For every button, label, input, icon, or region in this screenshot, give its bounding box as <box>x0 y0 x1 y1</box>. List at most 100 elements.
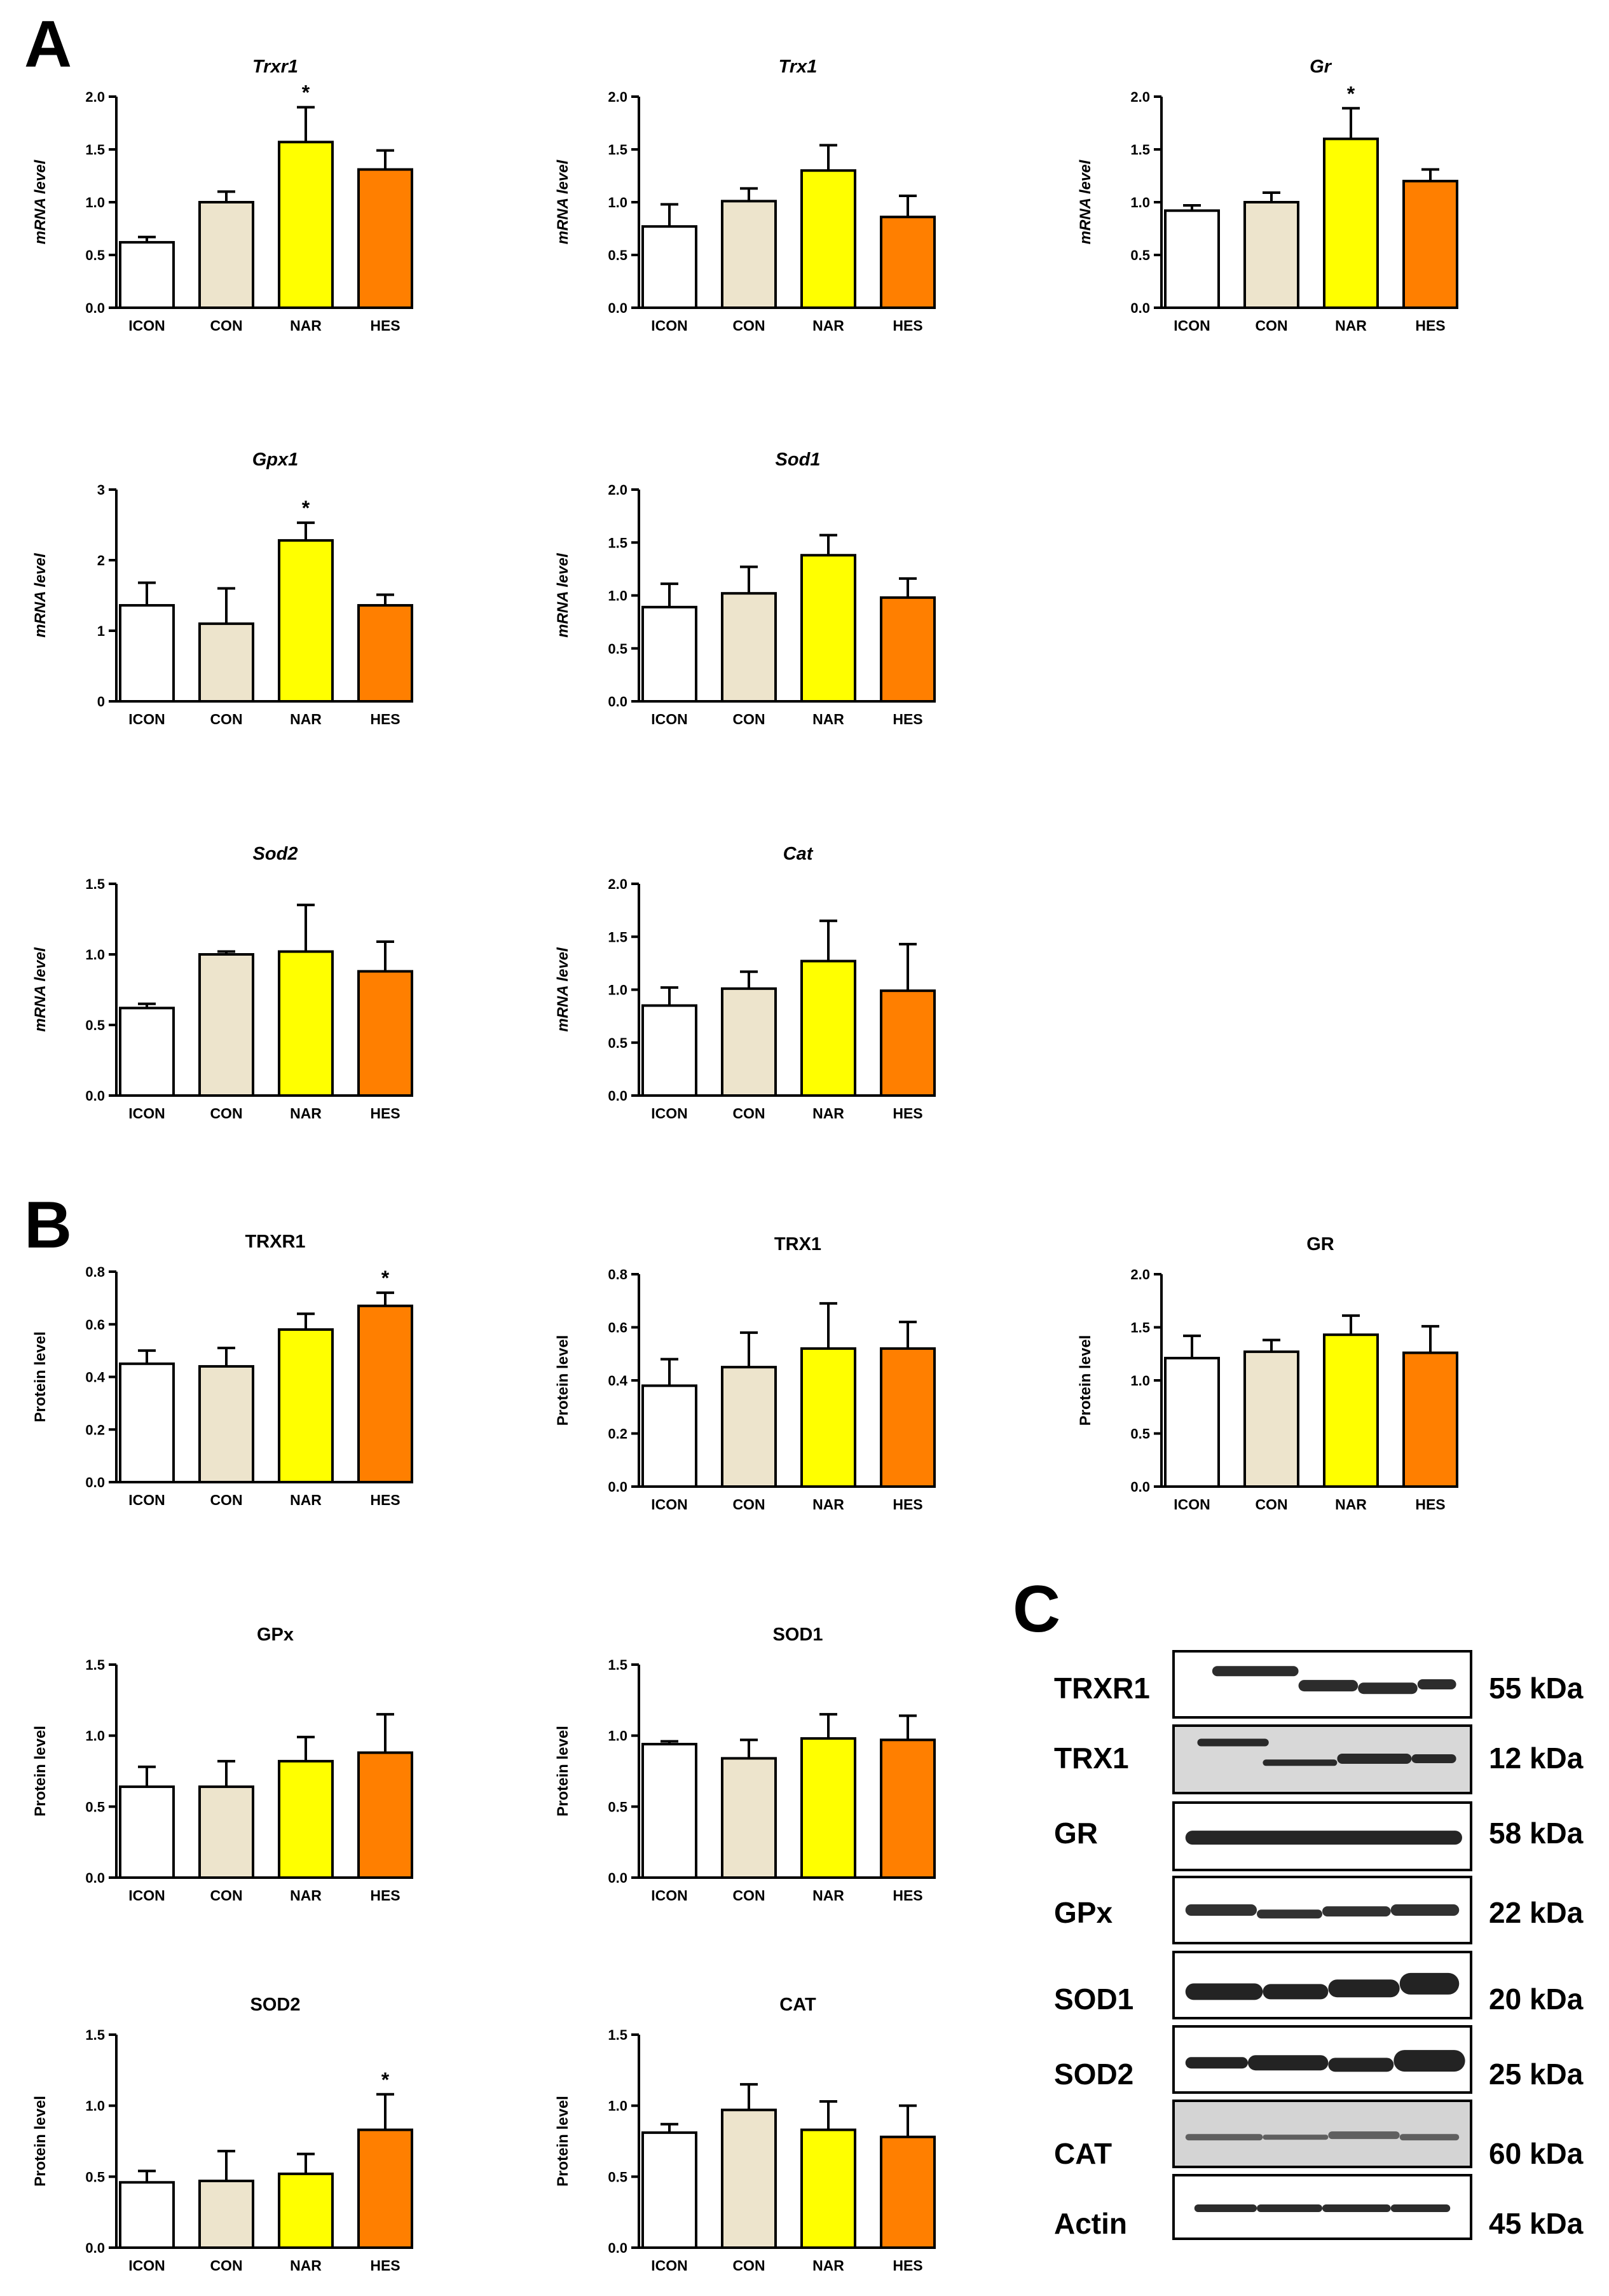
blot-protein-label: SOD1 <box>1054 1983 1133 2016</box>
blot-row: Actin 45 kDa <box>1054 2174 1584 2240</box>
y-axis-label: Protein level <box>32 2096 49 2187</box>
x-tick-label: HES <box>893 1887 922 1904</box>
y-tick-label: 0.4 <box>85 1370 105 1385</box>
bar-chart: TRX1 Protein level 0.0 0.2 0.4 0.6 0.8 ICON CON N… <box>554 1234 936 1513</box>
y-tick-label: 2.0 <box>1130 89 1150 105</box>
blot-kda-label: 22 kDa <box>1489 1896 1584 1929</box>
blot-protein-label: SOD2 <box>1054 2058 1133 2091</box>
x-tick-label: CON <box>732 2257 765 2274</box>
bar-hes <box>880 216 936 309</box>
x-tick-label: HES <box>370 2257 400 2274</box>
y-tick-label: 1.0 <box>608 195 627 210</box>
blot-band <box>1390 1904 1460 1916</box>
bar-chart: SOD1 Protein level 0.0 0.5 1.0 1.5 ICON CON NAR H… <box>554 1625 936 1904</box>
x-tick-label: NAR <box>812 317 844 334</box>
blot-band <box>1328 2058 1394 2072</box>
blot-band <box>1257 1909 1322 1919</box>
y-tick-label: 0.0 <box>85 1088 105 1104</box>
bar-con <box>198 1365 254 1483</box>
y-tick-label: 0.5 <box>1130 1426 1150 1442</box>
blot-band <box>1185 1983 1263 2000</box>
y-tick-label: 0.0 <box>608 1479 627 1495</box>
panel-label-c: C <box>1013 1572 1060 1646</box>
blot-band <box>1298 1680 1359 1692</box>
chart-title: GR <box>1306 1234 1334 1255</box>
x-tick-label: CON <box>210 1492 242 1508</box>
y-tick-label: 2.0 <box>608 876 627 892</box>
y-tick-label: 0.5 <box>85 247 105 263</box>
y-tick-label: 2.0 <box>608 482 627 498</box>
chart-title: Gr <box>1310 57 1332 77</box>
y-tick-label: 0.5 <box>85 1017 105 1033</box>
y-axis-label: mRNA level <box>554 947 572 1032</box>
blot-band <box>1263 2134 1329 2140</box>
bar-chart: Gr mRNA level 0.0 0.5 1.0 1.5 2.0 ICON CON NAR * HE… <box>1077 57 1458 334</box>
bar-icon <box>119 1362 175 1483</box>
bar-con <box>198 201 254 309</box>
y-tick-label: 0.5 <box>608 2169 627 2185</box>
y-tick-label: 0.0 <box>608 1870 627 1886</box>
y-tick-label: 2.0 <box>1130 1267 1150 1282</box>
chart-title: SOD1 <box>773 1625 823 1645</box>
x-tick-label: ICON <box>651 1887 688 1904</box>
bar-charts-group: Trxr1 mRNA level 0.0 0.5 1.0 1.5 2.0 ICON CON NAR… <box>32 57 1458 2274</box>
x-tick-label: ICON <box>651 317 688 334</box>
x-tick-label: ICON <box>128 2257 165 2274</box>
chart-title: Trx1 <box>779 57 818 77</box>
bar-icon <box>641 605 697 703</box>
panel-label-a: A <box>24 8 72 81</box>
y-axis-label: Protein level <box>554 1335 572 1426</box>
x-tick-label: NAR <box>290 1887 322 1904</box>
bar-nar <box>278 2172 334 2250</box>
y-tick-label: 1.0 <box>608 2098 627 2114</box>
x-tick-label: HES <box>370 317 400 334</box>
x-tick-label: CON <box>732 317 765 334</box>
y-tick-label: 0.0 <box>608 1088 627 1104</box>
x-tick-label: NAR <box>812 1105 844 1122</box>
y-tick-label: 1.5 <box>85 1657 105 1673</box>
y-axis-label: Protein level <box>1077 1335 1094 1426</box>
bar-chart: Cat mRNA level 0.0 0.5 1.0 1.5 2.0 ICON CON NAR HE… <box>554 844 936 1122</box>
blot-band <box>1358 1682 1418 1695</box>
blot-protein-label: TRX1 <box>1054 1742 1129 1775</box>
bar-hes <box>357 1751 413 1879</box>
y-axis-label: Protein level <box>32 1331 49 1422</box>
x-tick-label: NAR <box>1335 317 1367 334</box>
blot-band <box>1257 2204 1322 2212</box>
y-tick-label: 0.5 <box>608 247 627 263</box>
y-tick-label: 1.5 <box>608 929 627 945</box>
bar-con <box>198 2180 254 2250</box>
blot-band <box>1328 1979 1400 1998</box>
bar-con <box>721 2108 777 2250</box>
x-tick-label: CON <box>732 1887 765 1904</box>
bar-con <box>721 1366 777 1488</box>
y-tick-label: 1.0 <box>1130 1373 1150 1389</box>
y-axis-label: Protein level <box>554 1726 572 1817</box>
blot-band <box>1337 1753 1412 1764</box>
y-axis-label: mRNA level <box>32 947 49 1032</box>
chart-title: Trxr1 <box>252 57 298 77</box>
bar-icon <box>119 241 175 309</box>
y-tick-label: 0.0 <box>85 300 105 316</box>
y-tick-label: 3 <box>97 482 105 498</box>
x-tick-label: CON <box>210 1887 242 1904</box>
x-tick-label: CON <box>732 1496 765 1513</box>
blot-band <box>1248 2055 1329 2071</box>
x-tick-label: NAR <box>290 317 322 334</box>
y-tick-label: 0.2 <box>85 1422 105 1438</box>
blot-band <box>1399 1972 1460 1995</box>
bar-icon <box>641 1384 697 1488</box>
bar-nar <box>278 1328 334 1483</box>
x-tick-label: HES <box>1415 317 1445 334</box>
y-tick-label: 1.0 <box>85 947 105 963</box>
chart-title: TRXR1 <box>245 1232 305 1252</box>
blot-row: TRX1 12 kDa <box>1054 1724 1584 1794</box>
x-tick-label: HES <box>893 1496 922 1513</box>
y-tick-label: 1.0 <box>85 195 105 210</box>
chart-title: Sod1 <box>776 450 821 470</box>
blot-protein-label: GPx <box>1054 1896 1113 1929</box>
bar-con <box>721 200 777 309</box>
y-tick-label: 0.5 <box>608 1799 627 1815</box>
bar-hes <box>357 604 413 703</box>
